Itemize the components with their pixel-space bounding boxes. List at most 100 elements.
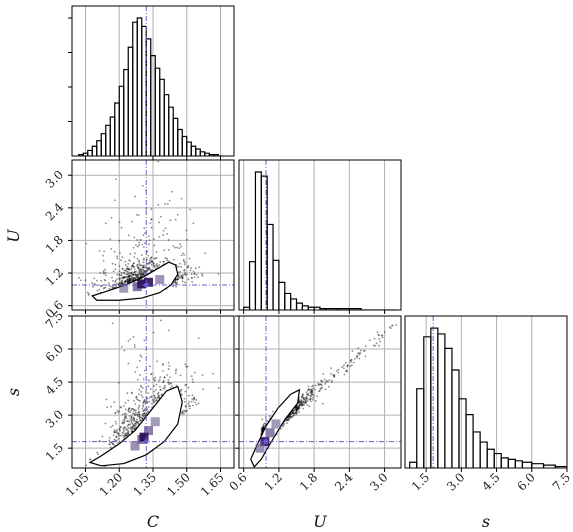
sample-point [295,409,298,412]
sample-point [108,436,111,439]
histogram-bin [493,452,502,468]
sample-point [132,427,135,430]
sample-point [124,401,127,404]
sample-point [373,337,376,340]
sample-point [175,278,178,281]
sample-point [260,429,263,432]
sample-point [381,334,384,337]
histogram-bin [423,336,432,468]
sample-point [319,388,322,390]
sample-point [108,443,111,446]
sample-point [299,404,302,407]
sample-point [139,268,142,271]
sample-point [150,256,153,259]
sample-point [260,428,263,430]
sample-point [193,397,196,400]
x-tick-label-s: 4.5 [479,470,502,493]
sample-point [321,380,324,383]
sample-point [122,434,124,437]
sample-point [120,345,123,348]
sample-point [328,379,331,381]
sample-point [186,365,189,368]
sample-point [188,405,190,408]
sample-point [298,406,301,408]
panel-frame [238,315,402,469]
sample-point [133,424,136,427]
sample-point [295,407,298,409]
sample-point [320,380,323,382]
sample-point [320,383,322,386]
sample-point [358,353,361,356]
sample-point [134,411,137,414]
sample-point [123,413,126,415]
sample-point [262,425,264,428]
sample-point [346,364,349,367]
sample-point [124,280,127,283]
sample-point [134,277,137,279]
histogram-bin [141,25,147,156]
sample-point [262,425,265,427]
sample-point [116,278,118,281]
sample-point [128,278,131,281]
sample-point [193,371,196,374]
sample-point [181,274,184,277]
x-gridlines [243,160,386,310]
x-axis-label-s: s [482,512,490,531]
sample-point [184,390,187,393]
sample-point [292,411,295,414]
histogram-bin [114,102,120,156]
sample-point [142,261,145,264]
sample-point [134,278,137,280]
sample-point [130,409,132,412]
sample-point [152,263,155,265]
sample-point [120,259,122,262]
sample-point [100,285,103,288]
x-tick-label-U: 2.4 [332,470,356,494]
sample-point [185,409,188,412]
histogram-bin [145,38,152,156]
sample-point [135,273,137,276]
sample-point [142,401,145,404]
sample-point [125,267,128,270]
sample-point [321,402,324,405]
sample-point [131,264,133,267]
sample-point [112,279,114,282]
sample-point [135,244,137,247]
sample-point [182,273,184,276]
sample-point [143,270,145,273]
sample-point [179,389,182,392]
sample-point [292,410,295,412]
sample-point [167,249,170,251]
histogram-bin [437,333,446,468]
sample-point [113,444,116,447]
sample-point [162,229,165,232]
sample-point [305,396,308,398]
sample-point [345,369,348,372]
sample-point [128,259,131,262]
sample-point [144,148,146,150]
sample-point [312,393,314,396]
x-axis-label-C: C [147,512,159,531]
sample-point [117,441,119,444]
sample-point [137,420,139,423]
sample-point [193,276,196,278]
sample-point [183,398,186,400]
sample-point [187,386,190,389]
sample-point [263,422,266,425]
sample-point [134,422,137,425]
sample-point [138,413,141,416]
sample-point [110,405,113,408]
sample-point [425,302,427,304]
sample-point [150,218,153,221]
sample-point [123,276,126,279]
sample-point [302,397,305,400]
sample-point [177,271,180,274]
sample-point [105,274,107,277]
sample-point [138,417,141,420]
sample-point [301,402,303,405]
density-cell [255,443,265,453]
sample-point [308,405,311,408]
sample-point [124,280,127,283]
sample-point [111,442,113,445]
sample-point [141,274,143,277]
